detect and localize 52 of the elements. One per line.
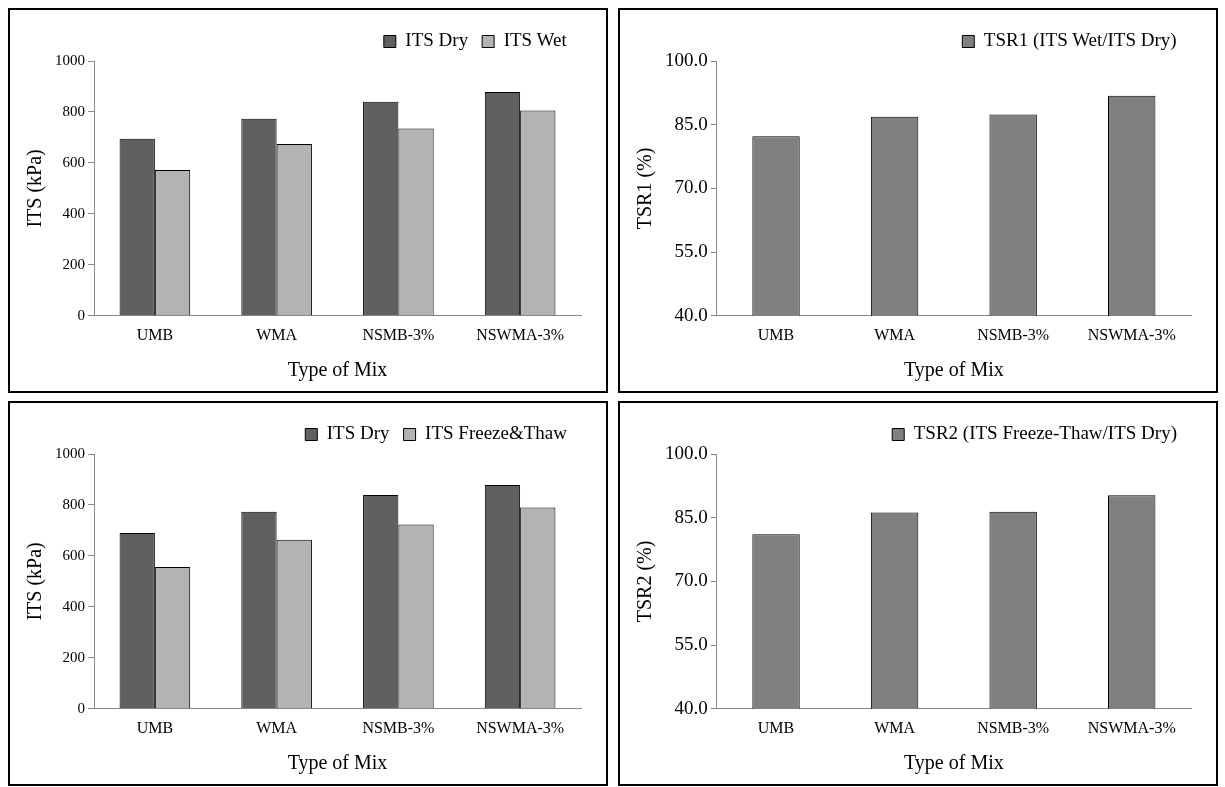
y-tick-label: 600 bbox=[62, 153, 85, 170]
x-tick-label: WMA bbox=[256, 718, 298, 736]
y-tick-label: 0 bbox=[77, 699, 85, 716]
x-tick-label: NSWMA-3% bbox=[476, 718, 565, 736]
y-axis-title: TSR2 (%) bbox=[633, 540, 657, 623]
y-axis-title: ITS (kPa) bbox=[23, 542, 47, 621]
x-tick-label: UMB bbox=[136, 325, 174, 343]
legend-label: TSR1 (ITS Wet/ITS Dry) bbox=[983, 29, 1177, 52]
x-tick-label: NSWMA-3% bbox=[1087, 718, 1176, 736]
x-tick-label: WMA bbox=[256, 325, 298, 343]
x-tick-label: NSWMA-3% bbox=[476, 325, 565, 343]
x-tick-label: NSWMA-3% bbox=[1087, 325, 1176, 343]
y-tick-label: 70.0 bbox=[674, 569, 708, 591]
y-tick-label: 200 bbox=[62, 648, 85, 665]
x-tick-label: UMB bbox=[757, 718, 795, 736]
y-tick-label: 1000 bbox=[55, 444, 85, 461]
x-tick-label: NSMB-3% bbox=[977, 325, 1050, 343]
x-axis-title: Type of Mix bbox=[904, 751, 1004, 775]
x-tick-label: NSMB-3% bbox=[977, 718, 1050, 736]
x-axis-title: Type of Mix bbox=[287, 358, 388, 382]
y-tick-label: 200 bbox=[62, 255, 85, 272]
x-tick-label: NSMB-3% bbox=[362, 718, 435, 736]
y-tick-label: 800 bbox=[62, 102, 85, 119]
y-tick-label: 0 bbox=[77, 306, 85, 323]
legend-label: ITS Wet bbox=[503, 29, 568, 51]
legend-label: ITS Freeze&Thaw bbox=[425, 422, 568, 444]
x-tick-label: UMB bbox=[757, 325, 795, 343]
y-tick-label: 40.0 bbox=[674, 303, 708, 325]
x-tick-label: UMB bbox=[136, 718, 174, 736]
x-tick-label: WMA bbox=[874, 718, 916, 736]
y-tick-label: 40.0 bbox=[674, 696, 708, 718]
y-tick-label: 100.0 bbox=[665, 48, 708, 70]
x-tick-label: NSMB-3% bbox=[362, 325, 435, 343]
y-tick-label: 800 bbox=[62, 495, 85, 512]
y-tick-label: 55.0 bbox=[674, 240, 708, 262]
y-axis-title: ITS (kPa) bbox=[23, 149, 47, 228]
y-tick-label: 85.0 bbox=[674, 112, 708, 134]
y-tick-label: 1000 bbox=[55, 51, 85, 68]
legend-label: TSR2 (ITS Freeze-Thaw/ITS Dry) bbox=[913, 422, 1178, 445]
y-tick-label: 600 bbox=[62, 546, 85, 563]
legend-label: ITS Dry bbox=[405, 29, 469, 51]
y-tick-label: 85.0 bbox=[674, 505, 708, 527]
legend-label: ITS Dry bbox=[326, 422, 391, 444]
y-tick-label: 100.0 bbox=[665, 441, 708, 463]
y-tick-label: 400 bbox=[62, 204, 85, 221]
x-axis-title: Type of Mix bbox=[287, 751, 388, 775]
y-tick-label: 55.0 bbox=[674, 633, 708, 655]
y-tick-label: 70.0 bbox=[674, 176, 708, 198]
y-tick-label: 400 bbox=[62, 597, 85, 614]
x-axis-title: Type of Mix bbox=[904, 358, 1004, 382]
x-tick-label: WMA bbox=[874, 325, 916, 343]
y-axis-title: TSR1 (%) bbox=[633, 147, 657, 230]
